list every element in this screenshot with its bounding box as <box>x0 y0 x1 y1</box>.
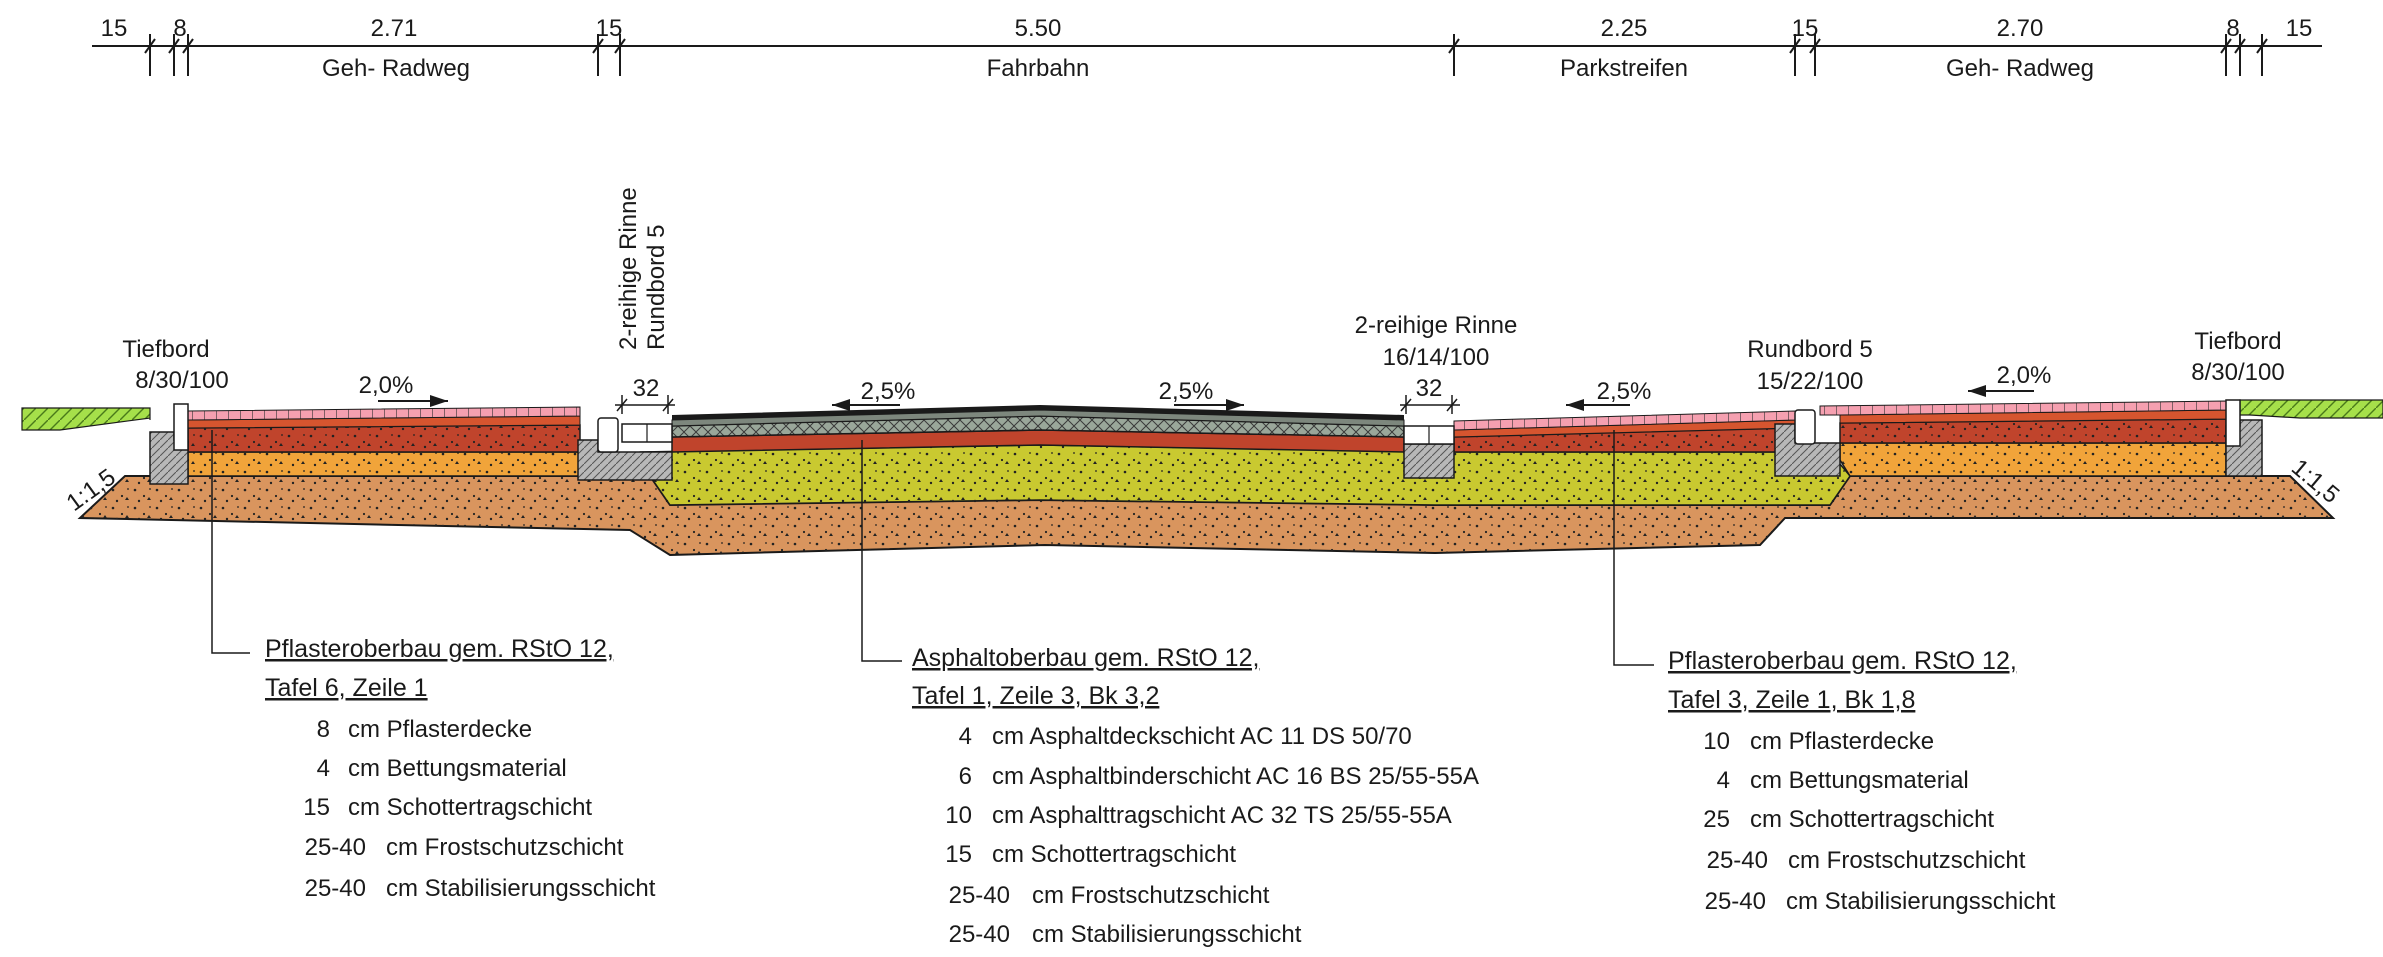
rundbord-right-label-2: 15/22/100 <box>1757 368 1864 395</box>
legend-right-thickness-1: 10 <box>1703 728 1730 755</box>
legend-right-thickness-2: 4 <box>1717 767 1730 794</box>
dim-roadway: 5.50 <box>1015 15 1062 42</box>
legend-right-desc-4: cm Frostschutzschicht <box>1788 847 2026 874</box>
dimension-chain: 15 8 2.71 15 5.50 2.25 15 2.70 8 15 Geh-… <box>92 15 2322 82</box>
legend-left-thickness-4: 25-40 <box>305 834 366 861</box>
rinne-right-label-2: 16/14/100 <box>1383 344 1490 371</box>
rinne-left-label-2: Rundbord 5 <box>643 225 670 350</box>
legend-center-desc-2: cm Asphaltbinderschicht AC 16 BS 25/55-5… <box>992 763 1479 790</box>
legend-center-desc-5: cm Frostschutzschicht <box>1032 882 1270 909</box>
legend-center-thickness-1: 4 <box>959 723 972 750</box>
legend-left-desc-4: cm Frostschutzschicht <box>386 834 624 861</box>
legend-left-desc-3: cm Schottertragschicht <box>348 794 592 821</box>
gutter-width-left: 32 <box>633 375 660 402</box>
zone-parking: Parkstreifen <box>1560 55 1688 82</box>
legend-right-desc-3: cm Schottertragschicht <box>1750 806 1994 833</box>
legend-center-desc-3: cm Asphalttragschicht AC 32 TS 25/55-55A <box>992 802 1452 829</box>
legend-left-title-2: Tafel 6, Zeile 1 <box>265 674 428 702</box>
dim-parking: 2.25 <box>1601 15 1648 42</box>
rundbord-right-label-1: Rundbord 5 <box>1747 336 1872 363</box>
slope-left-sidewalk: 2,0% <box>359 372 414 399</box>
legend-left-thickness-2: 4 <box>317 755 330 782</box>
legend-right: Pflasteroberbau gem. RStO 12, Tafel 3, Z… <box>1668 647 2056 915</box>
legend-left-thickness-3: 15 <box>303 794 330 821</box>
dim-right-edge: 15 <box>2286 15 2313 42</box>
legend-right-thickness-5: 25-40 <box>1705 888 1766 915</box>
tiefbord-right <box>2225 399 2241 447</box>
tiefbord-left-label-2: 8/30/100 <box>135 367 228 394</box>
legend-left-desc-5: cm Stabilisierungsschicht <box>386 875 656 902</box>
legend-right-thickness-4: 25-40 <box>1707 847 1768 874</box>
slope-parking: 2,5% <box>1597 378 1652 405</box>
legend-center-thickness-6: 25-40 <box>949 921 1010 948</box>
legend-right-desc-2: cm Bettungsmaterial <box>1750 767 1969 794</box>
zone-roadway: Fahrbahn <box>987 55 1090 82</box>
legend-left-title-1: Pflasteroberbau gem. RStO 12, <box>265 635 614 663</box>
legend-left-thickness-5: 25-40 <box>305 875 366 902</box>
tiefbord-left-label-1: Tiefbord <box>122 336 209 363</box>
rinne-right-foundation <box>1403 443 1455 479</box>
legend-right-thickness-3: 25 <box>1703 806 1730 833</box>
dim-left-edge: 15 <box>101 15 128 42</box>
legend-left-desc-2: cm Bettungsmaterial <box>348 755 567 782</box>
legend-center-thickness-4: 15 <box>945 841 972 868</box>
tiefbord-right-label-1: Tiefbord <box>2194 328 2281 355</box>
zone-sidewalk-left: Geh- Radweg <box>322 55 470 82</box>
dimension-ticks <box>144 34 2268 76</box>
legend-center-title-2: Tafel 1, Zeile 3, Bk 3,2 <box>912 682 1159 710</box>
layer-paving-right <box>1819 400 2227 416</box>
rundbord-right <box>1794 409 1816 445</box>
slope-roadway-right: 2,5% <box>1159 378 1214 405</box>
slope-right-sidewalk: 2,0% <box>1997 362 2052 389</box>
layer-asphalt-surface <box>672 405 1404 420</box>
dim-left-sidewalk: 2.71 <box>371 15 418 42</box>
dim-left-gutter: 15 <box>596 15 623 42</box>
legend-center-thickness-3: 10 <box>945 802 972 829</box>
grass-left <box>21 407 151 431</box>
rinne-left-label-1: 2-reihige Rinne <box>615 187 642 350</box>
slope-roadway-left: 2,5% <box>861 378 916 405</box>
dim-left-curb: 8 <box>173 15 186 42</box>
rundbord-left-foundation <box>577 439 673 481</box>
legend-center-desc-1: cm Asphaltdeckschicht AC 11 DS 50/70 <box>992 723 1412 750</box>
rundbord-left <box>597 417 619 453</box>
legend-right-desc-5: cm Stabilisierungsschicht <box>1786 888 2056 915</box>
rinne-right-label-1: 2-reihige Rinne <box>1355 312 1518 339</box>
dim-right-sidewalk: 2.70 <box>1997 15 2044 42</box>
tiefbord-right-label-2: 8/30/100 <box>2191 359 2284 386</box>
legend-left-desc-1: cm Pflasterdecke <box>348 716 532 743</box>
cross-section <box>21 399 2383 557</box>
zone-sidewalk-right: Geh- Radweg <box>1946 55 2094 82</box>
legend-center-desc-6: cm Stabilisierungsschicht <box>1032 921 1302 948</box>
legend-right-title-2: Tafel 3, Zeile 1, Bk 1,8 <box>1668 686 1915 714</box>
gutter-width-right: 32 <box>1416 375 1443 402</box>
legend-right-title-1: Pflasteroberbau gem. RStO 12, <box>1668 647 2017 675</box>
legend-center-thickness-2: 6 <box>959 763 972 790</box>
legend-right-desc-1: cm Pflasterdecke <box>1750 728 1934 755</box>
leader-lines <box>211 430 1654 666</box>
legend-center-thickness-5: 25-40 <box>949 882 1010 909</box>
legend-center-desc-4: cm Schottertragschicht <box>992 841 1236 868</box>
section-annotations: Tiefbord 8/30/100 Tiefbord 8/30/100 2-re… <box>62 187 2345 517</box>
legend-center: Asphaltoberbau gem. RStO 12, Tafel 1, Ze… <box>912 644 1479 948</box>
dim-right-curb: 15 <box>1792 15 1819 42</box>
dim-right-tiefbord: 8 <box>2226 15 2239 42</box>
legend-left: Pflasteroberbau gem. RStO 12, Tafel 6, Z… <box>265 635 656 902</box>
grass-right <box>2239 399 2383 419</box>
tiefbord-left <box>173 403 189 451</box>
legend-center-title-1: Asphaltoberbau gem. RStO 12, <box>912 644 1259 672</box>
legend-left-thickness-1: 8 <box>317 716 330 743</box>
